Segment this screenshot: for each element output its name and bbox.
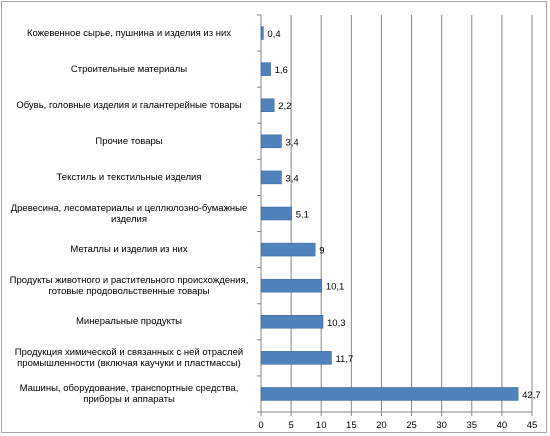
data-label: 5,1 xyxy=(296,210,309,221)
bar xyxy=(260,351,332,365)
x-tick-label: 0 xyxy=(258,420,263,431)
bar xyxy=(260,26,264,40)
x-tick-label: 30 xyxy=(436,420,447,431)
bar xyxy=(260,242,316,257)
bar xyxy=(260,134,282,149)
data-label: 3,4 xyxy=(285,137,298,148)
category-label: Минеральные продукты xyxy=(75,316,183,328)
bar xyxy=(260,206,292,221)
data-label: 1,6 xyxy=(275,65,288,76)
data-label: 0,4 xyxy=(267,29,280,40)
x-tick-label: 5 xyxy=(288,420,293,431)
data-label: 10,1 xyxy=(326,282,345,293)
data-label: 11,7 xyxy=(335,354,353,365)
bar xyxy=(260,278,323,293)
x-tick-label: 25 xyxy=(406,420,417,431)
category-label: Текстиль и текстильные изделия xyxy=(56,171,202,183)
data-label: 2,2 xyxy=(278,101,291,112)
bar xyxy=(260,387,519,401)
category-label: Древесина, лесоматериалы и целлюлозно-бу… xyxy=(10,202,248,225)
x-tick-label: 35 xyxy=(466,420,477,431)
x-tick-label: 45 xyxy=(527,420,538,431)
bar xyxy=(260,170,282,185)
category-label: Продукция химической и связанных с ней о… xyxy=(14,346,244,369)
category-label: Металлы и изделия из них xyxy=(70,244,188,256)
category-label: Строительные материалы xyxy=(70,63,188,75)
bar xyxy=(260,315,324,329)
category-label: Прочие товары xyxy=(95,135,163,147)
category-label: Обувь, головные изделия и галантерейные … xyxy=(16,99,242,111)
category-label: Продукты животного и растительного проис… xyxy=(9,274,249,297)
data-label: 10,3 xyxy=(327,318,346,329)
bar xyxy=(260,62,271,76)
category-label: Машины, оборудование, транспортные средс… xyxy=(19,382,239,405)
data-label: 3,4 xyxy=(285,173,298,184)
bar xyxy=(260,98,275,112)
x-tick-label: 20 xyxy=(376,420,387,431)
data-label: 9 xyxy=(319,246,324,257)
x-tick-label: 40 xyxy=(497,420,508,431)
category-label: Кожевенное сырье, пушнина и изделия из н… xyxy=(26,27,232,39)
x-tick-label: 15 xyxy=(346,420,357,431)
data-label: 42,7 xyxy=(522,390,541,401)
x-tick-label: 10 xyxy=(316,420,327,431)
